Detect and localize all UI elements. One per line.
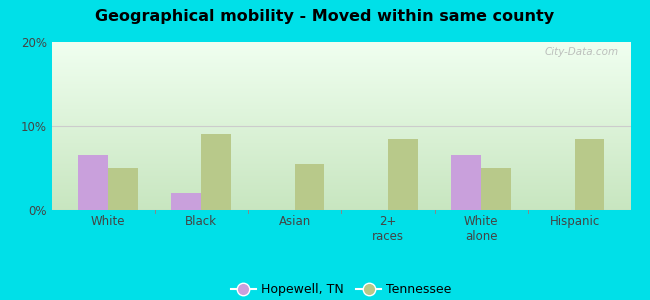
Bar [451,155,481,210]
Text: City-Data.com: City-Data.com [545,47,619,57]
Bar [575,139,604,210]
Bar [388,139,418,210]
Bar [294,164,324,210]
Bar [78,155,108,210]
Text: Geographical mobility - Moved within same county: Geographical mobility - Moved within sam… [96,9,554,24]
Bar [108,168,138,210]
Bar [172,193,202,210]
Legend: Hopewell, TN, Tennessee: Hopewell, TN, Tennessee [226,278,456,300]
Bar [481,168,511,210]
Bar [202,134,231,210]
